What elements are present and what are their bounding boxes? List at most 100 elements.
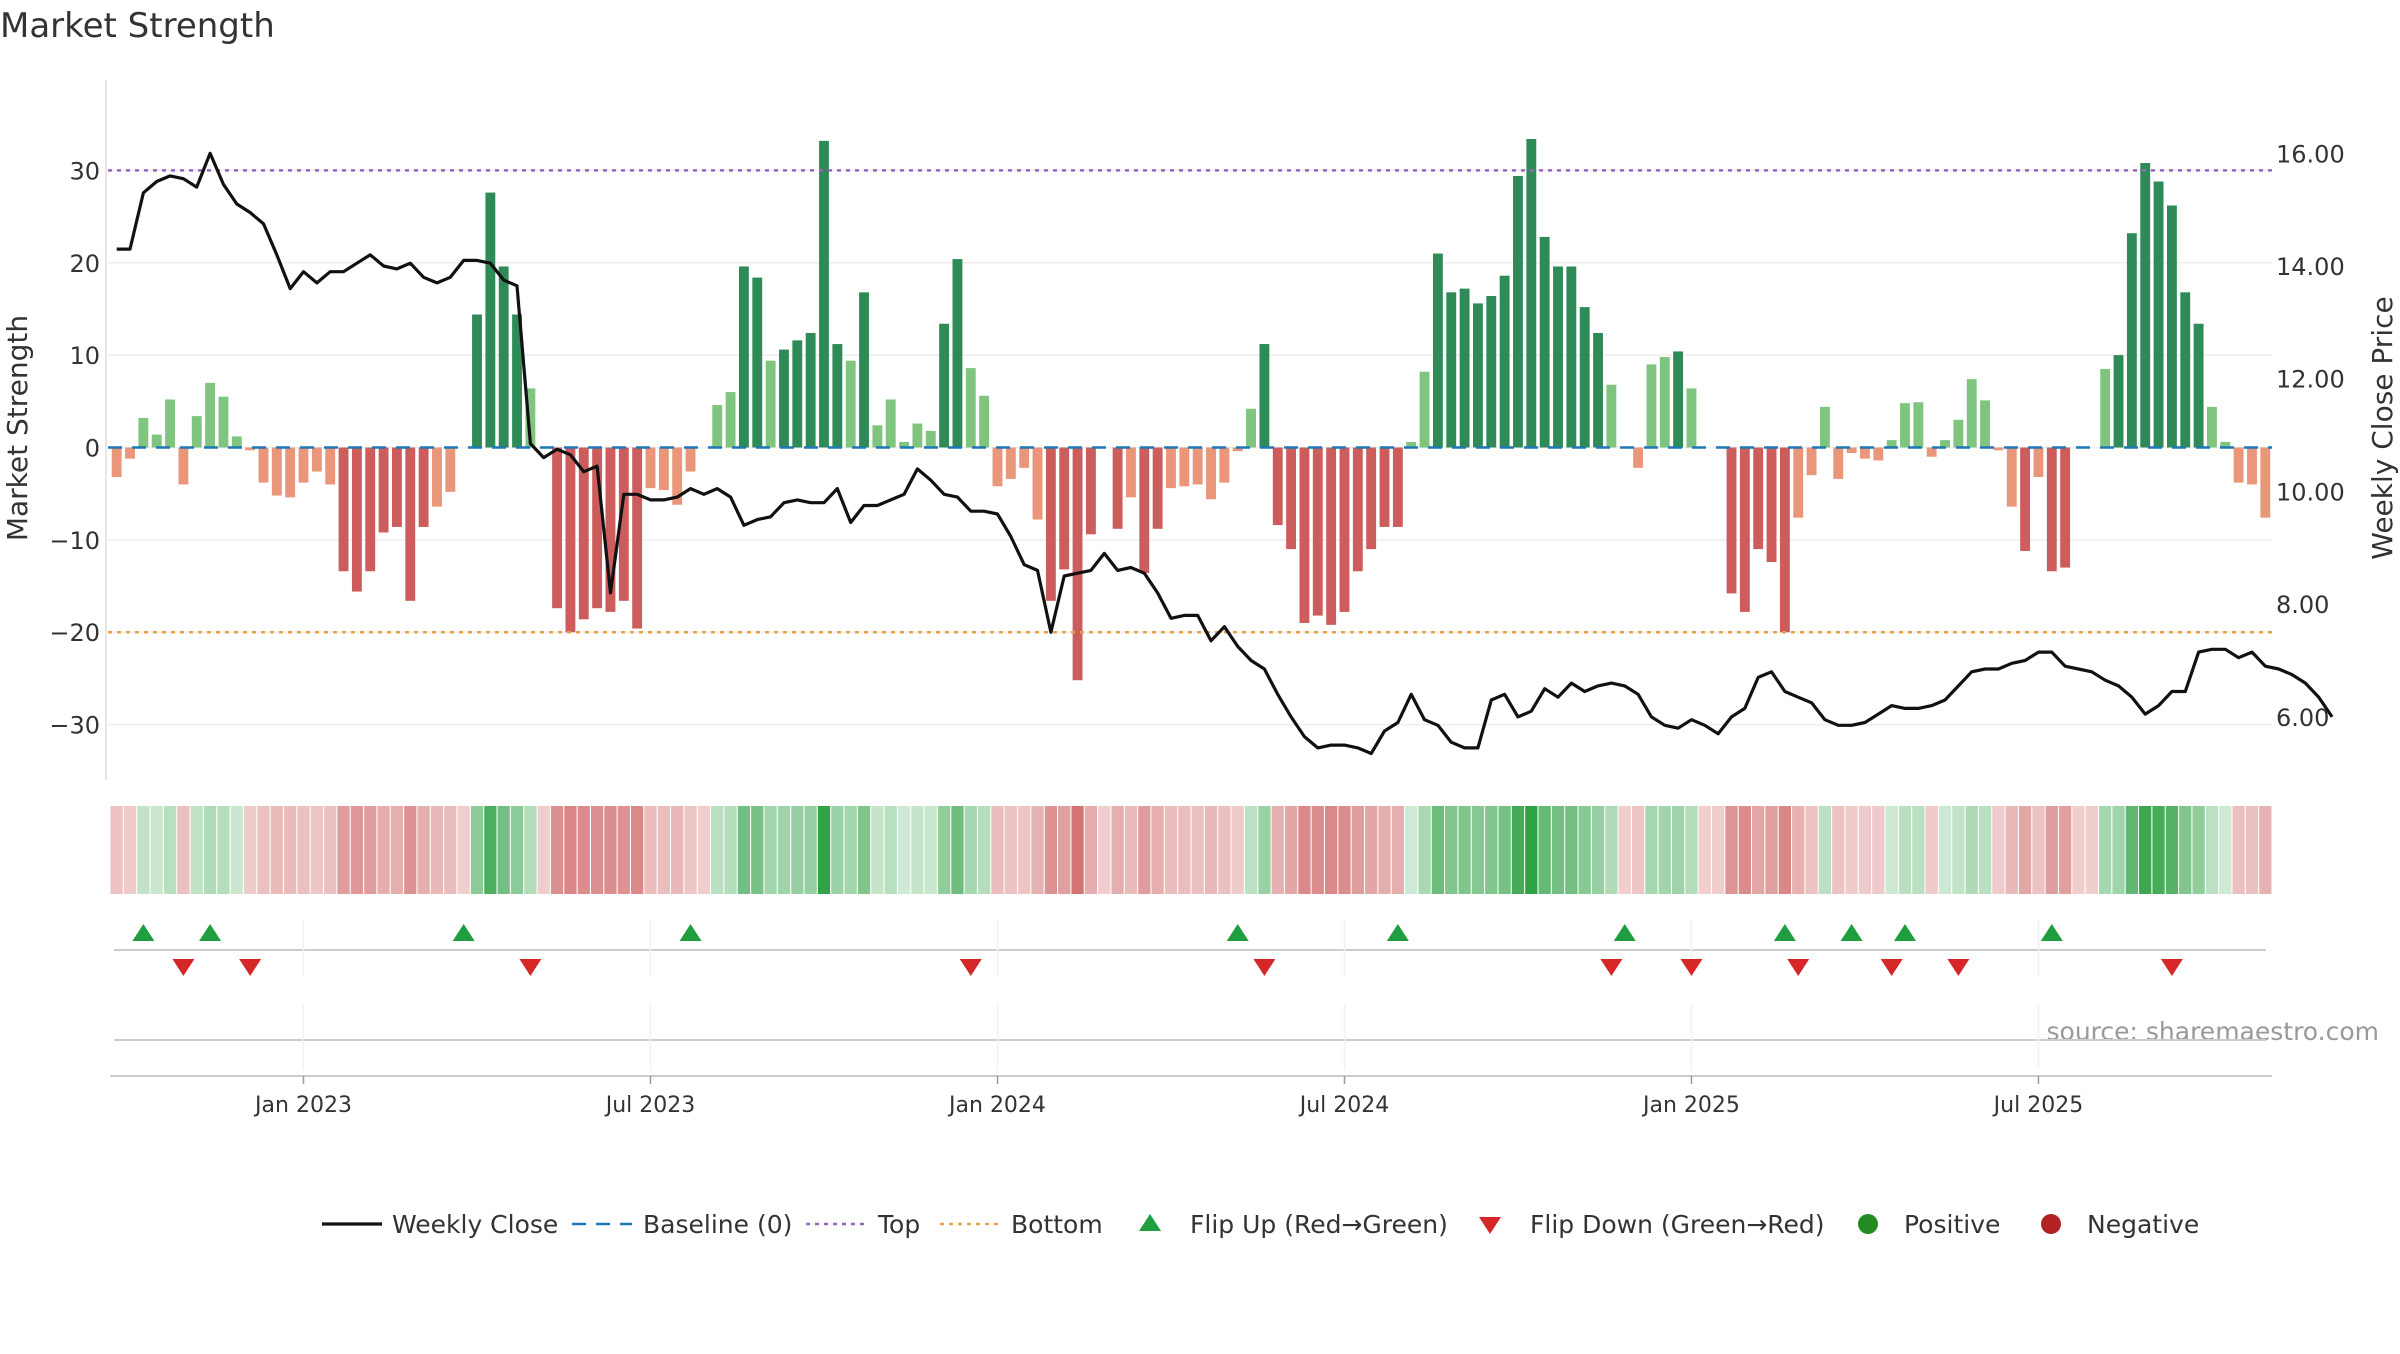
heat-cell — [2045, 806, 2058, 894]
strength-bar — [1806, 447, 1817, 476]
flip-down-marker — [1787, 959, 1810, 976]
strength-bar — [1139, 447, 1150, 574]
strength-bar — [1032, 447, 1043, 520]
heat-cell — [1338, 806, 1351, 894]
heat-cell — [1965, 806, 1978, 894]
y-axis-label-left: Market Strength — [1, 315, 34, 541]
heat-cell — [751, 806, 764, 894]
heat-cell — [123, 806, 137, 894]
heat-cell — [697, 806, 711, 894]
flip-markers-panel — [114, 920, 2266, 1070]
heat-cell — [1845, 806, 1858, 894]
heat-cell — [1231, 806, 1244, 894]
strength-bar — [445, 447, 456, 492]
heat-cell — [1565, 806, 1578, 894]
flip-down-marker — [1880, 959, 1903, 976]
strength-bar — [1179, 447, 1190, 487]
flip-down-marker — [172, 959, 195, 976]
strength-bar — [1940, 440, 1950, 448]
strength-bar — [1072, 447, 1083, 681]
flip-down-marker — [1253, 959, 1276, 976]
heat-cell — [2139, 806, 2152, 894]
heat-cell — [2125, 806, 2139, 894]
heat-cell — [444, 806, 457, 894]
strength-bar — [1526, 139, 1537, 448]
strength-bar — [1673, 351, 1684, 448]
heat-cell — [1111, 806, 1124, 894]
legend-label-weekly_close: Weekly Close — [392, 1210, 558, 1239]
heat-cell — [577, 806, 590, 894]
heat-cell — [1591, 806, 1605, 894]
flip-up-marker — [1613, 924, 1636, 941]
heat-cell — [1138, 806, 1151, 894]
strength-bar — [1766, 447, 1777, 563]
flip-down-marker — [1947, 959, 1970, 976]
strength-bar — [165, 399, 175, 448]
strength-bar — [338, 447, 349, 572]
heat-cell — [1218, 806, 1231, 894]
strength-bar — [1633, 447, 1644, 468]
strength-bar — [1219, 447, 1230, 483]
flip-up-marker — [452, 924, 475, 941]
strength-bar — [845, 360, 856, 448]
heat-cell — [1952, 806, 1965, 894]
strength-bar — [1793, 447, 1804, 518]
y-tick-label-right: 14.00 — [2276, 253, 2345, 281]
heat-cell — [1671, 806, 1685, 894]
strength-bar — [578, 447, 589, 620]
strength-bar — [1259, 344, 1270, 448]
heat-cell — [163, 806, 177, 894]
heat-cell — [2179, 806, 2192, 894]
strength-bar — [1886, 440, 1897, 448]
strength-bar — [1272, 447, 1283, 526]
strength-bar — [512, 314, 522, 448]
heat-cell — [1031, 806, 1044, 894]
heat-cell — [911, 806, 924, 894]
heat-cell — [1805, 806, 1818, 894]
heat-cell — [337, 806, 350, 894]
strength-bar — [645, 447, 656, 489]
flip-up-marker — [1893, 924, 1916, 941]
heat-cell — [2232, 806, 2245, 894]
heat-cell — [1445, 806, 1458, 894]
strength-bar — [2260, 447, 2271, 518]
strength-bar — [1926, 447, 1937, 457]
strength-bar — [2020, 447, 2031, 551]
heat-cell — [1538, 806, 1551, 894]
strength-bar — [1232, 447, 1243, 452]
strength-bar — [1646, 364, 1657, 448]
heat-cell — [724, 806, 737, 894]
heat-cell — [2165, 806, 2179, 894]
strength-bar — [1126, 447, 1136, 498]
heat-cell — [1191, 806, 1204, 894]
heat-cell — [1792, 806, 1805, 894]
heat-cell — [484, 806, 497, 894]
heat-cell — [2152, 806, 2165, 894]
heat-cell — [684, 806, 697, 894]
heat-cell — [604, 806, 617, 894]
heat-cell — [1018, 806, 1031, 894]
heat-cell — [1058, 806, 1071, 894]
strength-bar — [498, 266, 509, 448]
heat-cell — [1004, 806, 1017, 894]
strength-bar — [2220, 441, 2231, 448]
heat-cell — [817, 806, 831, 894]
strength-bar — [1739, 447, 1750, 612]
heat-cell — [217, 806, 230, 894]
heat-cell — [711, 806, 724, 894]
strength-bar — [952, 259, 963, 448]
strength-bar — [1112, 447, 1123, 529]
strength-bar — [1553, 266, 1563, 448]
heat-cell — [2219, 806, 2232, 894]
heat-cell — [1738, 806, 1751, 894]
strength-bar — [779, 349, 789, 448]
legend-label-baseline: Baseline (0) — [643, 1210, 792, 1239]
strength-bar — [1326, 447, 1337, 625]
heat-cell — [1124, 806, 1138, 894]
heat-cell — [924, 806, 937, 894]
heat-cell — [550, 806, 564, 894]
strength-bar — [1472, 303, 1483, 448]
heat-cell — [2245, 806, 2259, 894]
heat-cell — [243, 806, 257, 894]
